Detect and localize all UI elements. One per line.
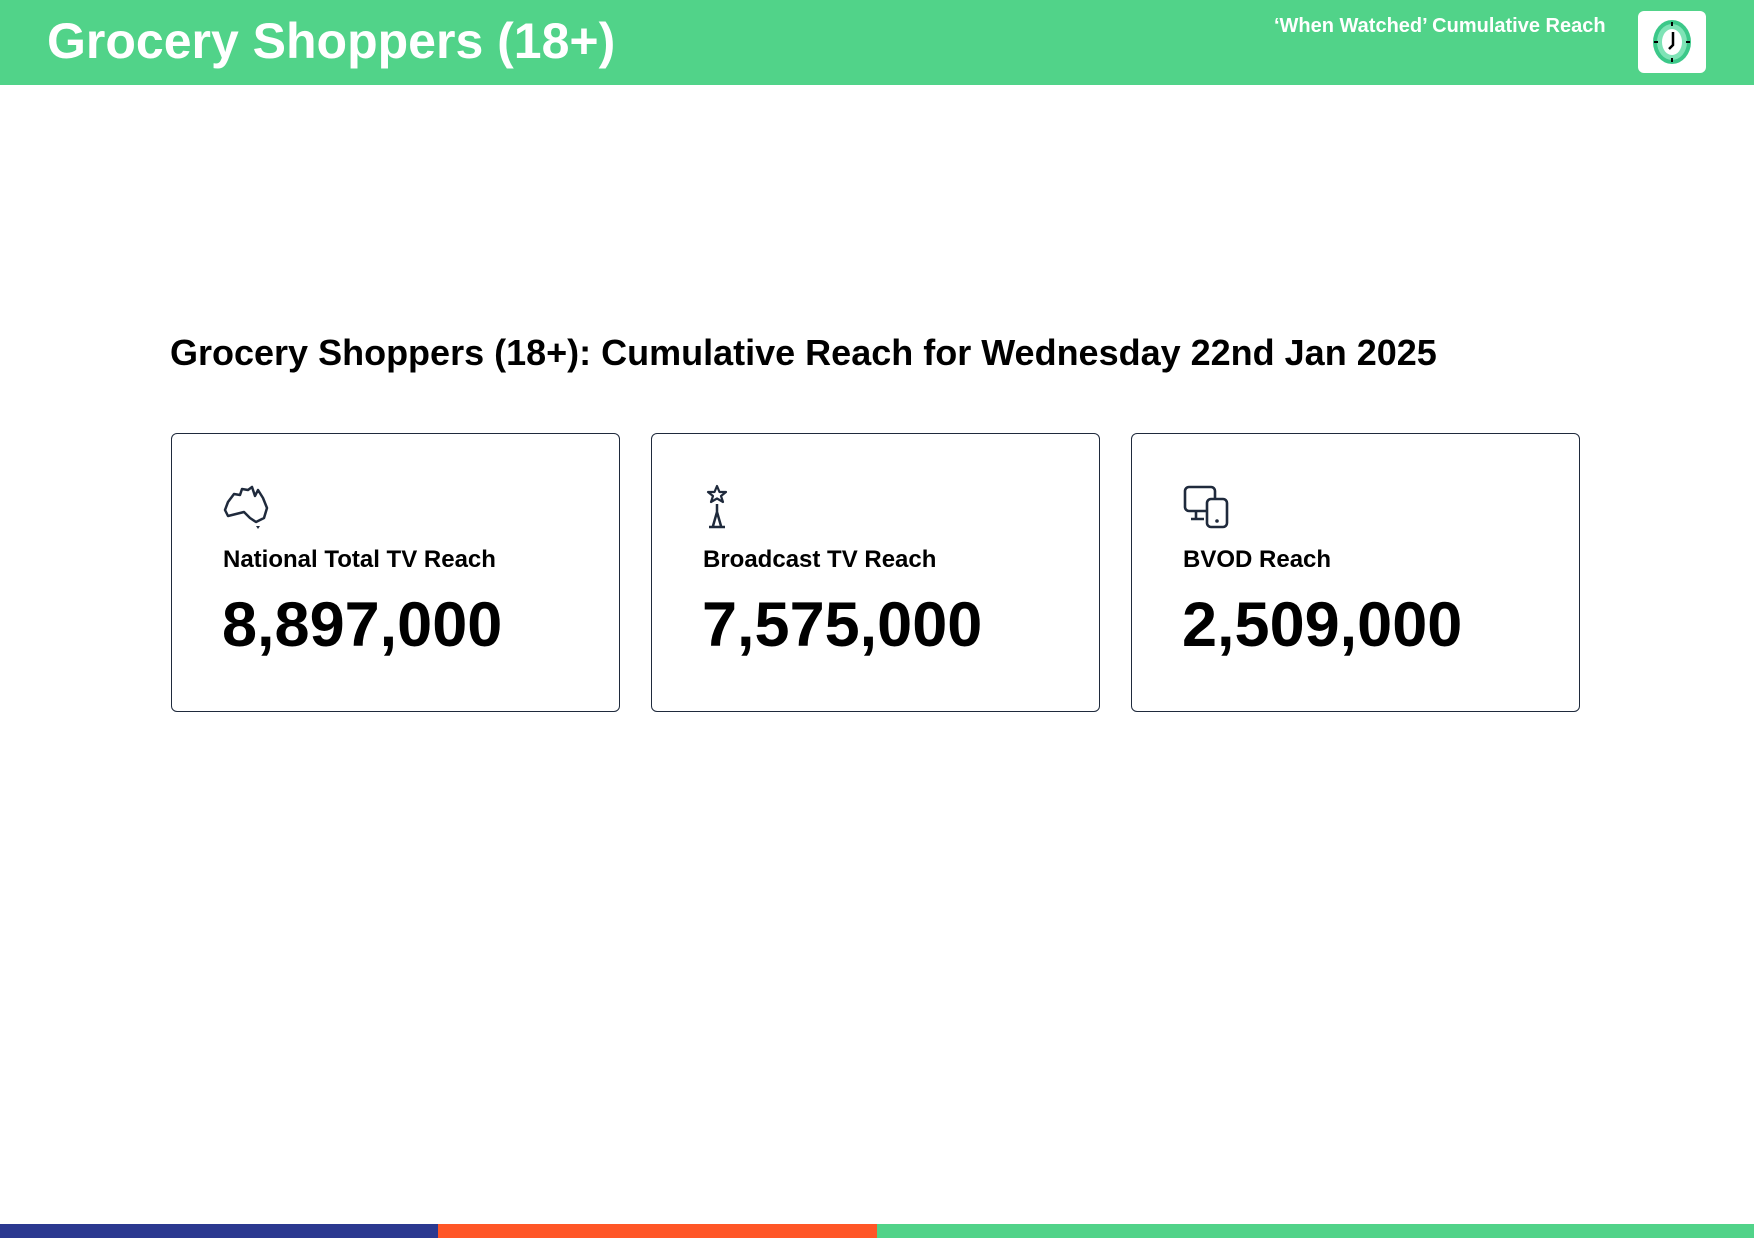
card-value: 8,897,000	[222, 590, 503, 660]
card-value: 2,509,000	[1182, 590, 1463, 660]
broadcast-tv-reach-card: Broadcast TV Reach 7,575,000	[651, 433, 1100, 712]
footer-stripe-blue	[0, 1224, 438, 1238]
clock-icon-tile	[1638, 11, 1706, 73]
page-title: Grocery Shoppers (18+)	[47, 13, 616, 69]
clock-icon	[1653, 20, 1691, 64]
report-type-label: ‘When Watched’ Cumulative Reach	[1274, 15, 1606, 37]
broadcast-tower-icon	[706, 484, 728, 529]
bvod-reach-card: BVOD Reach 2,509,000	[1131, 433, 1580, 712]
card-label: National Total TV Reach	[223, 546, 496, 573]
australia-map-icon	[223, 485, 269, 529]
national-total-tv-reach-card: National Total TV Reach 8,897,000	[171, 433, 620, 712]
devices-icon	[1183, 485, 1229, 529]
header-bar: Grocery Shoppers (18+) ‘When Watched’ Cu…	[0, 0, 1754, 85]
card-label: BVOD Reach	[1183, 546, 1332, 573]
section-heading: Grocery Shoppers (18+): Cumulative Reach…	[170, 332, 1437, 373]
footer-stripe-orange	[438, 1224, 877, 1238]
card-value: 7,575,000	[702, 590, 983, 660]
footer-stripe-green	[877, 1224, 1754, 1238]
card-label: Broadcast TV Reach	[703, 546, 937, 573]
